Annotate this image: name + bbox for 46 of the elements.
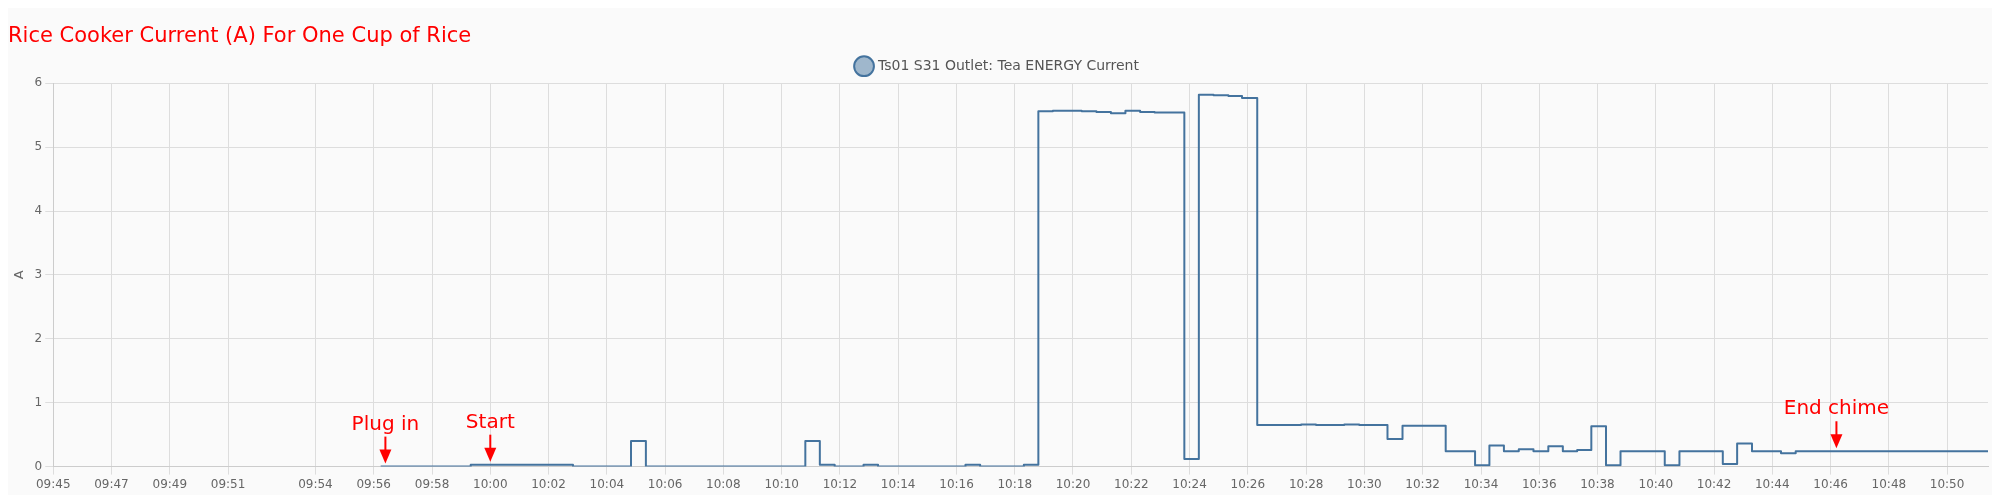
chart-title: Rice Cooker Current (A) For One Cup of Rice	[8, 23, 472, 48]
x-tick-label: 10:20	[1055, 476, 1091, 491]
y-tick-label: 0	[34, 458, 43, 473]
x-tick-label: 10:26	[1230, 476, 1266, 491]
annotation: End chime	[1783, 395, 1890, 420]
x-tick-label: 10:00	[473, 476, 508, 491]
x-tick-label: 10:36	[1521, 476, 1557, 491]
x-tick-label: 10:22	[1114, 476, 1149, 491]
x-tick-label: 10:02	[531, 476, 566, 491]
x-tick-label: 10:12	[822, 476, 858, 491]
x-tick-label: 10:46	[1813, 476, 1848, 491]
x-tick-label: 10:32	[1405, 476, 1440, 491]
x-tick-label: 10:30	[1347, 476, 1382, 491]
x-tick-label: 09:54	[298, 476, 333, 491]
x-tick-label: 09:56	[356, 476, 391, 491]
x-tick-label: 09:47	[94, 476, 129, 491]
x-tick-label: 09:51	[210, 476, 246, 491]
x-tick-label: 10:44	[1754, 476, 1790, 491]
y-tick-label: 6	[34, 75, 43, 90]
x-tick-label: 10:48	[1871, 476, 1907, 491]
x-tick-label: 10:04	[589, 476, 625, 491]
x-tick-label: 10:42	[1696, 476, 1732, 491]
x-tick-label: 10:34	[1463, 476, 1499, 491]
x-tick-label: 09:49	[152, 476, 188, 491]
x-tick-label: 10:14	[880, 476, 916, 491]
x-tick-label: 09:58	[414, 476, 450, 491]
x-tick-label: 10:18	[997, 476, 1033, 491]
x-tick-label: 10:08	[706, 476, 741, 491]
x-tick-label: 10:24	[1172, 476, 1207, 491]
annotation: Plug in	[351, 410, 420, 435]
annotation: Start	[465, 408, 515, 433]
y-tick-label: 4	[34, 203, 43, 218]
x-tick-label: 10:28	[1288, 476, 1324, 491]
y-tick-label: 1	[34, 394, 43, 409]
legend-label: Ts01 S31 Outlet: Tea ENERGY Current	[877, 56, 1140, 73]
y-axis-title: A	[11, 270, 27, 280]
y-tick-label: 5	[34, 139, 43, 154]
x-tick-label: 09:45	[35, 476, 71, 491]
y-tick-label: 2	[34, 330, 43, 345]
x-tick-label: 10:06	[647, 476, 683, 491]
x-tick-label: 10:38	[1580, 476, 1615, 491]
x-tick-label: 10:10	[764, 476, 800, 491]
y-tick-label: 3	[34, 267, 43, 282]
x-tick-label: 10:40	[1638, 476, 1674, 491]
x-tick-label: 10:50	[1929, 476, 1965, 491]
x-tick-label: 10:16	[939, 476, 974, 491]
